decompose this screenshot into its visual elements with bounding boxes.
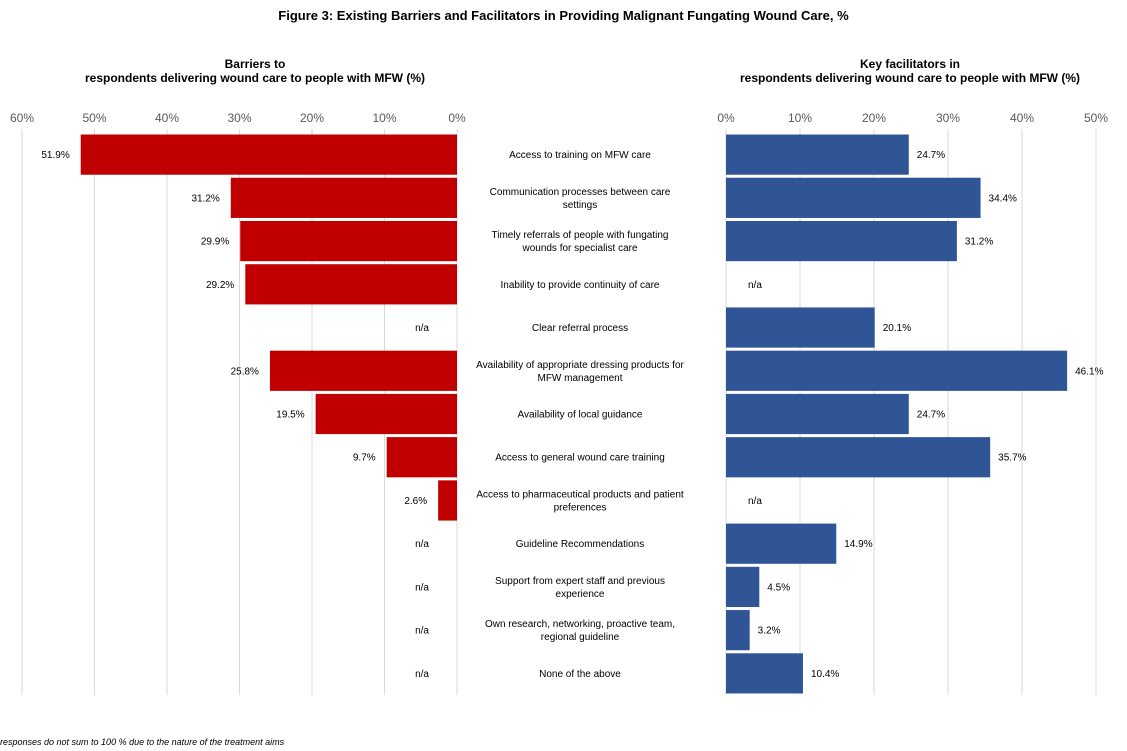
barriers-data-label: n/a xyxy=(415,582,429,593)
facilitators-bar xyxy=(726,610,750,651)
barriers-tick-label: 50% xyxy=(82,111,106,125)
category-label: Availability of appropriate dressing pro… xyxy=(476,360,684,384)
barriers-bar xyxy=(269,350,457,391)
facilitators-panel-title: Key facilitators in respondents deliveri… xyxy=(690,57,1127,85)
facilitators-tick-label: 30% xyxy=(936,111,960,125)
barriers-title-line-2: respondents delivering wound care to peo… xyxy=(84,71,426,85)
barriers-bar xyxy=(386,437,457,478)
barriers-data-label: n/a xyxy=(415,669,429,680)
facilitators-data-label: 24.7% xyxy=(917,410,945,421)
barriers-data-label: 29.2% xyxy=(206,280,234,291)
facilitators-data-label: 4.5% xyxy=(767,582,790,593)
facilitators-tick-label: 0% xyxy=(717,111,735,125)
facilitators-bar xyxy=(726,566,760,608)
barriers-data-label: 29.9% xyxy=(201,237,229,248)
barriers-tick-label: 60% xyxy=(10,111,34,125)
category-label: Support from expert staff and previous ex… xyxy=(495,576,665,600)
category-label: Communication processes between care sett… xyxy=(490,187,671,211)
barriers-tick-label: 0% xyxy=(448,111,466,125)
category-label: Availability of local guidance xyxy=(518,410,643,421)
category-label-line: Support from expert staff and previous xyxy=(495,576,665,587)
barriers-data-label: 25.8% xyxy=(231,366,259,377)
facilitators-data-label: 14.9% xyxy=(844,539,872,550)
facilitators-data-label: 35.7% xyxy=(998,453,1026,464)
barriers-tick-label: 10% xyxy=(372,111,396,125)
facilitators-bar xyxy=(726,393,909,435)
facilitators-bar xyxy=(726,653,803,694)
facilitators-data-label: n/a xyxy=(748,496,762,507)
footnote: responses do not sum to 100 % due to the… xyxy=(0,737,285,747)
barriers-bar xyxy=(245,264,457,305)
facilitators-data-label: n/a xyxy=(748,280,762,291)
figure-title: Figure 3: Existing Barriers and Facilita… xyxy=(278,8,849,23)
barriers-bar xyxy=(80,134,457,175)
barriers-data-label: n/a xyxy=(415,323,429,334)
category-label-line: experience xyxy=(556,589,605,600)
facilitators-bar xyxy=(726,307,875,348)
category-label: None of the above xyxy=(539,669,621,680)
facilitators-title-line-2: respondents delivering wound care to peo… xyxy=(739,71,1081,85)
barriers-data-label: 51.9% xyxy=(41,150,69,161)
facilitators-bar xyxy=(726,134,909,175)
barriers-bar xyxy=(315,393,457,435)
category-label-line: Own research, networking, proactive team… xyxy=(485,619,675,630)
category-label: Guideline Recommendations xyxy=(516,539,644,550)
category-label: Timely referrals of people with fungatin… xyxy=(492,230,669,254)
barriers-bar xyxy=(240,220,457,262)
category-label-line: regional guideline xyxy=(541,632,620,643)
facilitators-bar xyxy=(726,177,981,218)
category-label-line: Guideline Recommendations xyxy=(516,539,644,550)
facilitators-data-label: 46.1% xyxy=(1075,366,1103,377)
barriers-data-label: 31.2% xyxy=(191,193,219,204)
barriers-bar xyxy=(438,480,457,521)
category-label: Access to general wound care training xyxy=(495,453,665,464)
category-label: Access to training on MFW care xyxy=(509,150,651,161)
facilitators-bar xyxy=(726,220,957,262)
category-label-line: Inability to provide continuity of care xyxy=(501,280,660,291)
category-label-line: Access to general wound care training xyxy=(495,453,665,464)
facilitators-data-label: 31.2% xyxy=(965,237,993,248)
category-label: Clear referral process xyxy=(532,323,628,334)
category-label-line: MFW management xyxy=(537,373,622,384)
barriers-bar xyxy=(230,177,457,218)
barriers-panel-title: Barriers to respondents delivering wound… xyxy=(20,57,490,85)
facilitators-data-label: 34.4% xyxy=(989,193,1017,204)
facilitators-tick-label: 20% xyxy=(862,111,886,125)
category-label-line: Communication processes between care xyxy=(490,187,671,198)
category-label-line: None of the above xyxy=(539,669,621,680)
category-label-line: Access to training on MFW care xyxy=(509,150,651,161)
barriers-data-label: 19.5% xyxy=(276,410,304,421)
facilitators-data-label: 10.4% xyxy=(811,669,839,680)
facilitators-data-label: 3.2% xyxy=(758,626,781,637)
facilitators-title-line-1: Key facilitators in xyxy=(859,57,961,71)
barriers-tick-label: 20% xyxy=(300,111,324,125)
category-label: Own research, networking, proactive team… xyxy=(485,619,675,643)
category-label-line: Availability of local guidance xyxy=(518,410,643,421)
facilitators-data-label: 20.1% xyxy=(883,323,911,334)
barriers-tick-label: 40% xyxy=(155,111,179,125)
facilitators-tick-label: 10% xyxy=(788,111,812,125)
category-label: Access to pharmaceutical products and pa… xyxy=(476,489,684,513)
barriers-data-label: 9.7% xyxy=(353,453,376,464)
category-label-line: Timely referrals of people with fungatin… xyxy=(492,230,669,241)
category-label-line: Clear referral process xyxy=(532,323,628,334)
category-label: Inability to provide continuity of care xyxy=(501,280,660,291)
category-label-line: wounds for specialist care xyxy=(521,243,637,254)
barriers-data-label: n/a xyxy=(415,539,429,550)
category-label-line: Availability of appropriate dressing pro… xyxy=(476,360,684,371)
barriers-data-label: 2.6% xyxy=(404,496,427,507)
category-label-line: preferences xyxy=(554,502,607,513)
facilitators-data-label: 24.7% xyxy=(917,150,945,161)
barriers-tick-label: 30% xyxy=(227,111,251,125)
facilitators-tick-label: 40% xyxy=(1010,111,1034,125)
barriers-title-line-1: Barriers to xyxy=(224,57,286,71)
facilitators-bar xyxy=(726,523,837,564)
category-label-line: Access to pharmaceutical products and pa… xyxy=(476,489,684,500)
facilitators-tick-label: 50% xyxy=(1084,111,1108,125)
category-label-line: settings xyxy=(563,200,597,211)
barriers-data-label: n/a xyxy=(415,626,429,637)
facilitators-bar xyxy=(726,350,1068,391)
facilitators-bar xyxy=(726,437,991,478)
